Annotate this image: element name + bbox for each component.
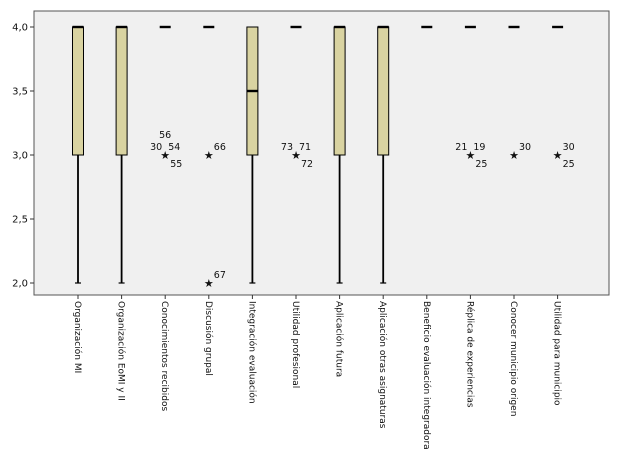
box-iqr xyxy=(115,26,128,156)
y-tick-label: 3,5 xyxy=(12,87,28,98)
plot-area xyxy=(33,10,610,296)
outlier-label: 55 xyxy=(170,159,182,170)
y-tick-label: 4,0 xyxy=(12,23,28,34)
outlier-star: ★ xyxy=(204,149,214,162)
x-tick-label: Organización MI xyxy=(72,301,83,373)
outlier-label: 54 xyxy=(168,142,180,153)
x-tick-label: Beneficio evaluación integradora xyxy=(421,301,432,450)
outlier-star: ★ xyxy=(465,149,475,162)
box-1 xyxy=(72,25,84,284)
outlier-star: ★ xyxy=(553,149,563,162)
outlier-label: 25 xyxy=(563,159,575,170)
outlier-label: 30 xyxy=(563,142,575,153)
y-tick-label: 2,0 xyxy=(12,279,28,290)
x-tick-label: Conocer municipio origen xyxy=(508,301,518,416)
box-5 xyxy=(246,26,259,284)
outlier-label: 67 xyxy=(214,270,226,281)
outlier-label: 19 xyxy=(473,142,485,153)
x-tick-label: Aplicación futura xyxy=(334,301,345,377)
x-tick-label: Utilidad para municipio xyxy=(552,301,562,406)
box-11: ★30 xyxy=(508,25,531,162)
outlier-star: ★ xyxy=(291,149,301,162)
outlier-label: 30 xyxy=(150,142,162,153)
box-4: ★66★67 xyxy=(203,25,226,290)
box-10: ★21 19 25 xyxy=(455,25,487,170)
outlier-label: 73 xyxy=(281,142,293,153)
outlier-label: 72 xyxy=(301,159,313,170)
x-axis: Organización MI Organización EoMI y II Con… xyxy=(72,295,562,450)
outlier-label: 66 xyxy=(214,142,226,153)
outlier-label: 71 xyxy=(299,142,311,153)
outlier-star: ★ xyxy=(204,277,214,290)
box-6: ★73 71 72 xyxy=(281,25,313,170)
outlier-label: 25 xyxy=(475,159,487,170)
outlier-label: 56 xyxy=(159,130,171,141)
x-tick-label: Organización EoMI y II xyxy=(116,301,127,401)
box-2 xyxy=(115,25,128,284)
box-iqr xyxy=(72,26,84,156)
box-12: ★30 25 xyxy=(552,25,575,170)
x-tick-label: Conocimientos recibidos xyxy=(159,301,169,411)
x-tick-label: Integración evaluación xyxy=(246,301,257,404)
box-iqr xyxy=(333,26,346,156)
outlier-star: ★ xyxy=(509,149,519,162)
y-tick-label: 3,0 xyxy=(12,151,28,162)
x-tick-label: Aplicación otras asignaturas xyxy=(377,301,388,429)
y-tick-label: 2,5 xyxy=(12,215,28,226)
outlier-label: 30 xyxy=(519,142,531,153)
y-axis: 2,0 2,5 3,0 3,5 4,0 xyxy=(12,23,34,290)
outlier-label: 21 xyxy=(455,142,467,153)
x-tick-label: Réplica de experiencias xyxy=(464,301,475,408)
box-7 xyxy=(333,25,346,284)
box-8 xyxy=(377,25,390,284)
x-tick-label: Discusión grupal xyxy=(203,301,214,376)
box-iqr xyxy=(377,26,390,156)
outlier-star: ★ xyxy=(160,149,170,162)
x-tick-label: Utilidad profesional xyxy=(290,301,300,388)
